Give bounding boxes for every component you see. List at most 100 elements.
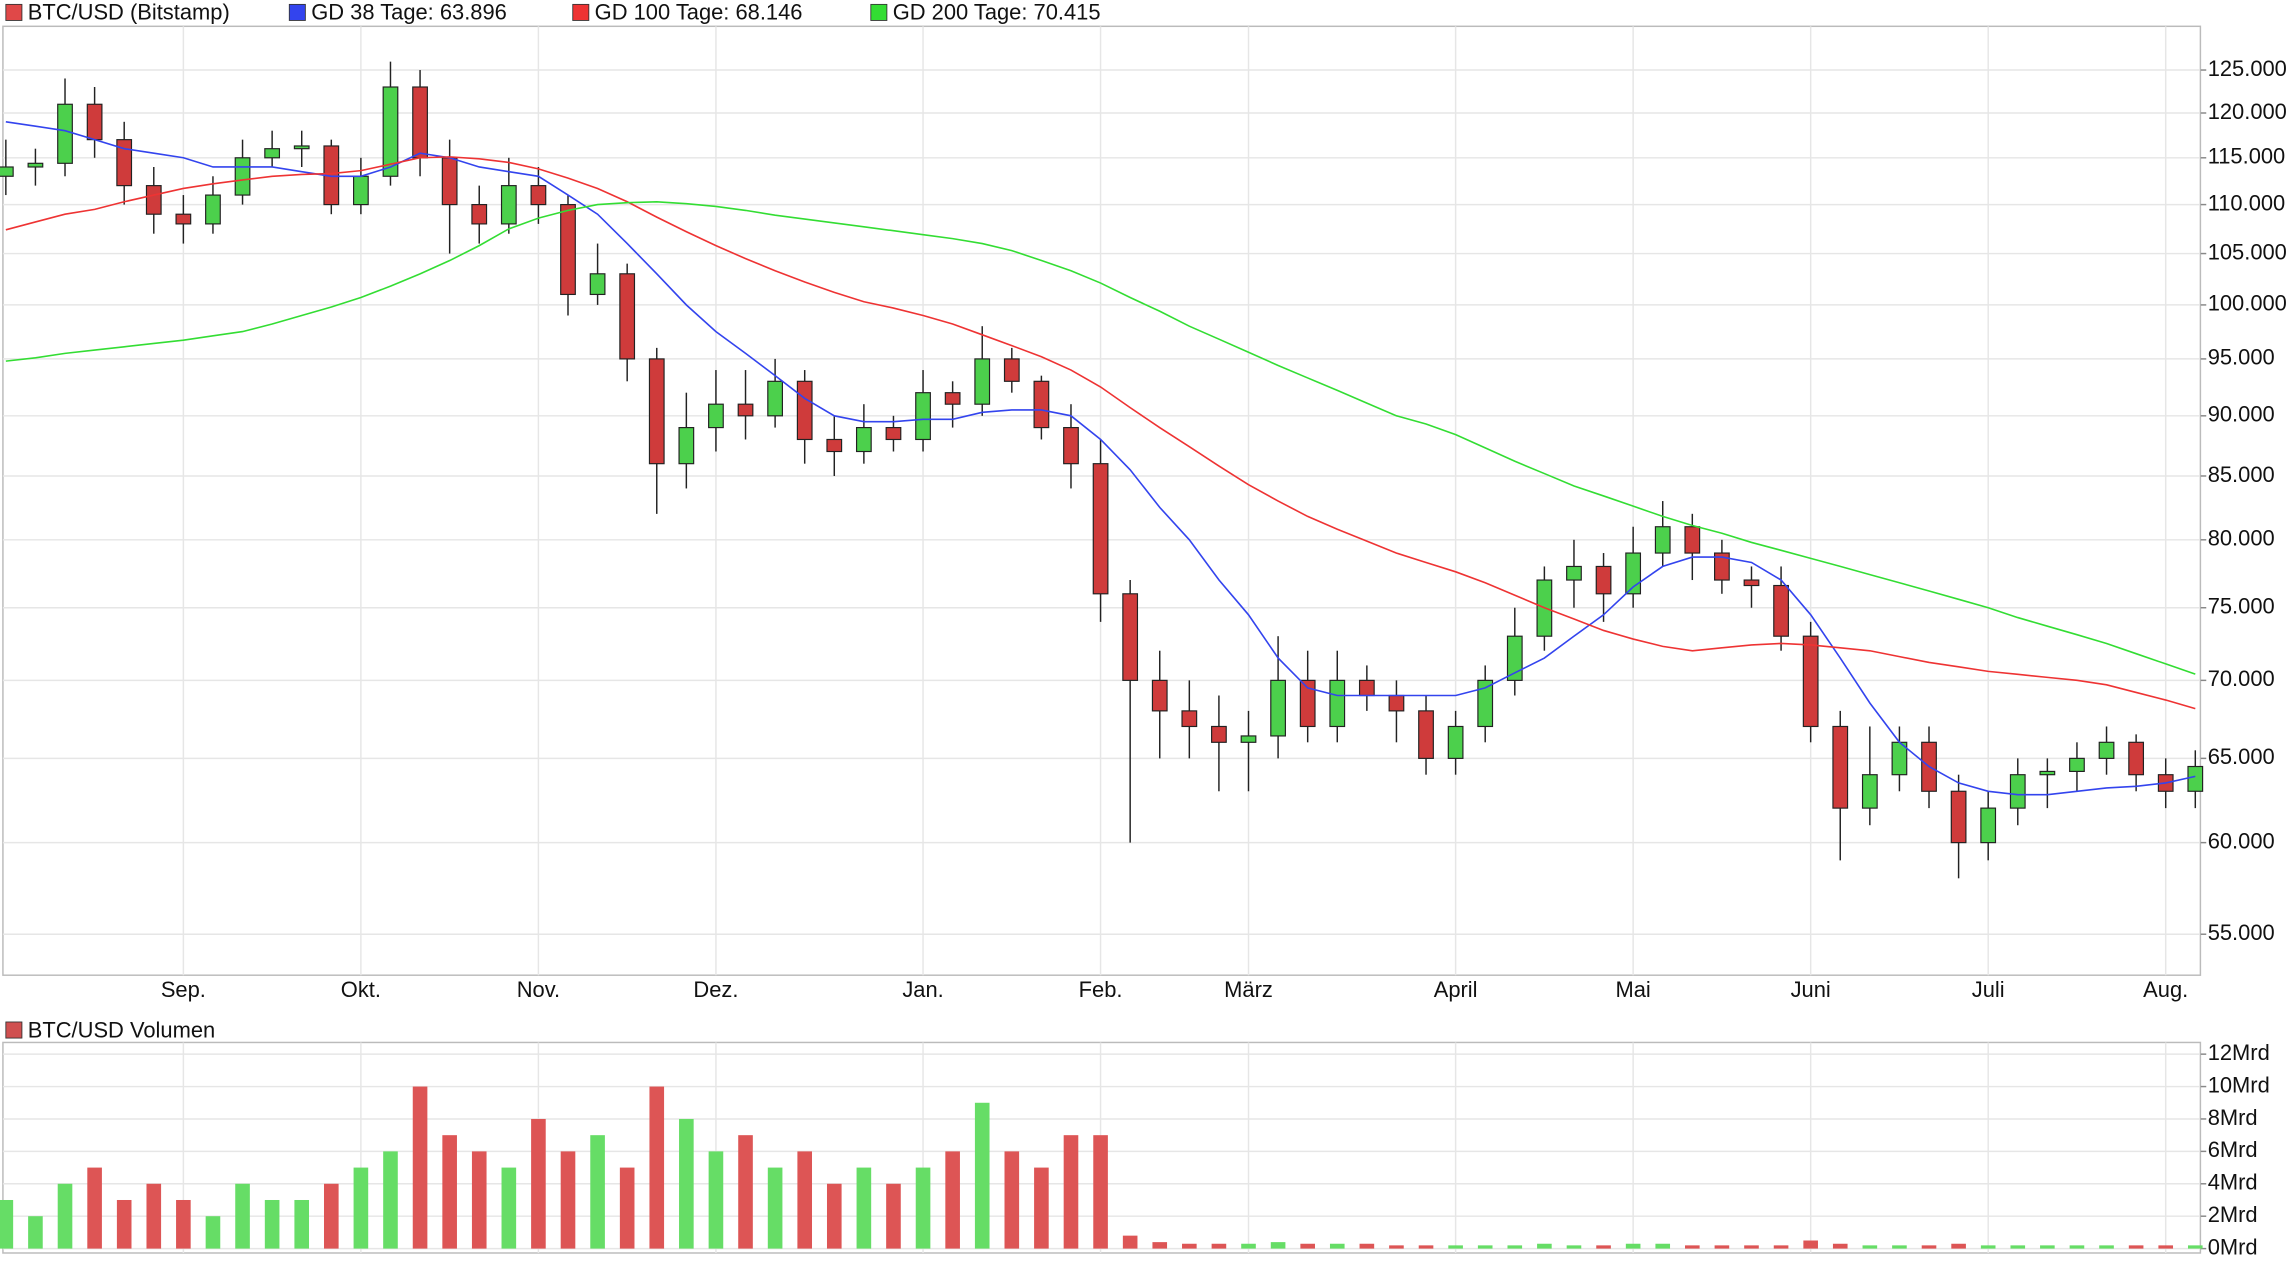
volume-bar bbox=[1270, 1242, 1286, 1249]
candle-body bbox=[1950, 790, 1967, 844]
candle-body bbox=[0, 166, 14, 177]
volume-bar bbox=[1004, 1151, 1020, 1249]
candle-body bbox=[1181, 710, 1198, 728]
volume-bar bbox=[442, 1135, 457, 1249]
y-tick-label: 85.000 bbox=[2208, 462, 2275, 487]
candle-body bbox=[2098, 741, 2115, 759]
volume-bar bbox=[1951, 1243, 1966, 1249]
legend-swatch bbox=[5, 3, 23, 21]
y-tick-label: 95.000 bbox=[2208, 345, 2275, 370]
x-tick-label: Okt. bbox=[341, 977, 381, 1002]
candle-body bbox=[1566, 565, 1582, 581]
volume-bar bbox=[1892, 1245, 1907, 1249]
volume-bar bbox=[501, 1167, 517, 1249]
y-tick-label: 60.000 bbox=[2208, 828, 2275, 853]
volume-bar bbox=[2040, 1245, 2055, 1249]
y-tick-label: 6Mrd bbox=[2208, 1137, 2258, 1162]
candle-body bbox=[2128, 741, 2145, 776]
volume-bar bbox=[264, 1199, 280, 1249]
volume-bar bbox=[1300, 1243, 1315, 1249]
volume-bar bbox=[28, 1216, 43, 1249]
moving-average-line bbox=[5, 200, 2196, 675]
candle-body bbox=[1151, 679, 1168, 712]
volume-bar bbox=[57, 1183, 73, 1249]
volume-bar bbox=[886, 1183, 901, 1249]
candle-body bbox=[826, 438, 843, 453]
volume-bar bbox=[353, 1167, 369, 1249]
volume-bar bbox=[2099, 1245, 2114, 1249]
legend-swatch bbox=[870, 3, 888, 21]
candle-body bbox=[855, 426, 872, 453]
candle-body bbox=[1714, 552, 1730, 581]
volume-bar bbox=[1477, 1245, 1493, 1249]
candle-body bbox=[1122, 593, 1139, 681]
legend-label: GD 38 Tage: 63.896 bbox=[311, 0, 507, 25]
candle-body bbox=[1092, 463, 1109, 595]
volume-bar bbox=[1803, 1240, 1818, 1249]
legend-swatch bbox=[572, 3, 590, 21]
volume-bar bbox=[1389, 1245, 1404, 1249]
price-panel-frame bbox=[2, 25, 2202, 976]
volume-bar bbox=[856, 1167, 872, 1249]
volume-bar bbox=[1182, 1243, 1197, 1249]
legend-swatch bbox=[288, 3, 306, 21]
volume-bar bbox=[1655, 1243, 1671, 1249]
x-tick-label: Nov. bbox=[517, 977, 560, 1002]
volume-bar bbox=[116, 1199, 132, 1249]
volume-bar bbox=[1063, 1135, 1079, 1249]
legend-label: GD 200 Tage: 70.415 bbox=[893, 0, 1101, 25]
candle-body bbox=[2187, 765, 2204, 792]
volume-bar bbox=[767, 1167, 783, 1249]
y-tick-label: 8Mrd bbox=[2208, 1105, 2258, 1130]
volume-bar bbox=[176, 1199, 191, 1249]
y-tick-label: 90.000 bbox=[2208, 402, 2275, 427]
volume-bar bbox=[1596, 1245, 1611, 1249]
legend-label: GD 100 Tage: 68.146 bbox=[595, 0, 803, 25]
legend-label: BTC/USD Volumen bbox=[28, 1017, 215, 1042]
volume-bar bbox=[531, 1118, 546, 1249]
candle-body bbox=[648, 358, 665, 465]
volume-bar bbox=[1980, 1245, 1996, 1249]
volume-bar bbox=[974, 1102, 990, 1249]
volume-bar bbox=[1448, 1245, 1463, 1249]
volume-bar bbox=[1773, 1245, 1789, 1249]
volume-bar bbox=[1507, 1245, 1523, 1249]
volume-bar bbox=[323, 1183, 339, 1249]
x-tick-label: Aug. bbox=[2143, 977, 2188, 1002]
volume-bar bbox=[708, 1151, 724, 1249]
candle-body bbox=[2069, 757, 2085, 772]
candle-body bbox=[619, 273, 636, 360]
candle-body bbox=[885, 426, 902, 441]
candle-body bbox=[500, 185, 517, 225]
candle-body bbox=[1477, 679, 1494, 728]
candle-body bbox=[293, 145, 310, 150]
candle-body bbox=[234, 157, 251, 196]
volume-bar bbox=[945, 1151, 960, 1249]
y-tick-label: 10Mrd bbox=[2208, 1072, 2270, 1097]
y-tick-label: 105.000 bbox=[2208, 239, 2287, 264]
candle-body bbox=[767, 380, 784, 417]
volume-bar bbox=[2128, 1245, 2144, 1249]
volume-bar bbox=[0, 1199, 14, 1249]
candle-body bbox=[737, 403, 754, 417]
candle-body bbox=[471, 204, 488, 225]
volume-bar bbox=[1329, 1243, 1345, 1249]
volume-bar bbox=[1152, 1242, 1168, 1249]
x-tick-label: April bbox=[1434, 977, 1478, 1002]
candle-body bbox=[1861, 774, 1878, 809]
candle-body bbox=[1299, 679, 1316, 728]
moving-average-line bbox=[5, 156, 2196, 710]
candle-body bbox=[175, 213, 192, 225]
candle-body bbox=[1802, 635, 1819, 728]
candle-body bbox=[678, 426, 695, 465]
volume-bar bbox=[619, 1167, 635, 1249]
y-tick-label: 80.000 bbox=[2208, 526, 2275, 551]
candle-body bbox=[1358, 679, 1375, 697]
moving-average-line bbox=[5, 120, 2196, 796]
volume-bar bbox=[679, 1118, 694, 1249]
candle-body bbox=[353, 175, 369, 206]
y-tick-label: 2Mrd bbox=[2208, 1202, 2258, 1227]
volume-bar bbox=[383, 1151, 398, 1249]
candle-body bbox=[145, 185, 162, 215]
